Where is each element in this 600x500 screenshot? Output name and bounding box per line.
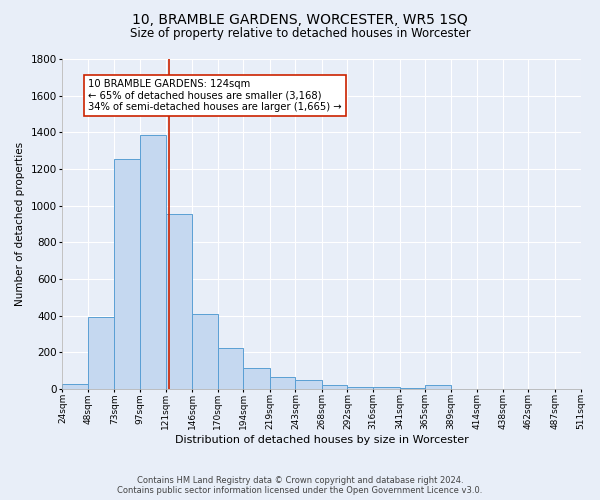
Bar [62, 384, 88, 389]
Bar [166, 214, 192, 389]
Bar [425, 385, 451, 389]
Text: 10 BRAMBLE GARDENS: 124sqm
← 65% of detached houses are smaller (3,168)
34% of s: 10 BRAMBLE GARDENS: 124sqm ← 65% of deta… [88, 79, 341, 112]
Bar [373, 387, 400, 389]
Bar [192, 314, 218, 389]
Bar [322, 385, 347, 389]
Bar [295, 380, 322, 389]
Y-axis label: Number of detached properties: Number of detached properties [15, 142, 25, 306]
Bar [115, 159, 140, 389]
Bar [243, 368, 270, 389]
Text: Size of property relative to detached houses in Worcester: Size of property relative to detached ho… [130, 28, 470, 40]
Text: Contains HM Land Registry data © Crown copyright and database right 2024.
Contai: Contains HM Land Registry data © Crown c… [118, 476, 482, 495]
Bar [140, 135, 166, 389]
Bar [88, 318, 115, 389]
Bar [400, 388, 425, 389]
Bar [270, 377, 295, 389]
Bar [347, 387, 373, 389]
Bar [218, 348, 243, 389]
Text: 10, BRAMBLE GARDENS, WORCESTER, WR5 1SQ: 10, BRAMBLE GARDENS, WORCESTER, WR5 1SQ [132, 12, 468, 26]
X-axis label: Distribution of detached houses by size in Worcester: Distribution of detached houses by size … [175, 435, 469, 445]
